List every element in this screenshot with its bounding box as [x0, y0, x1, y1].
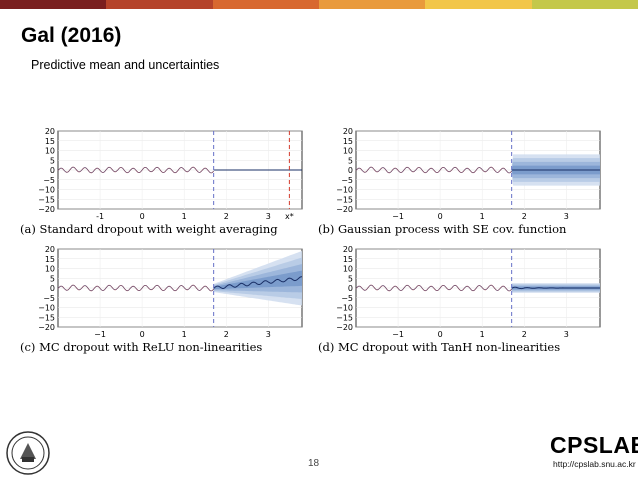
y-tick-label: 5	[50, 156, 55, 165]
y-tick-label: 0	[50, 166, 55, 175]
y-tick-label: 15	[343, 255, 353, 264]
x-tick-label: −1	[94, 330, 106, 339]
slide-title: Gal (2016)	[21, 24, 122, 47]
predictive-mean-line	[57, 284, 214, 292]
chart-panel-b: 20 15 10 5 0 −5 −10 −15 −20 −1 0 1 2 3 (b) Gaussian p…	[318, 126, 618, 244]
university-seal-logo	[6, 431, 50, 475]
chart-panel-d: 20 15 10 5 0 −5 −10 −15 −20 −1 0 1 2 3 (d) MC dropout…	[318, 244, 618, 362]
x-tick-label: 1	[480, 212, 485, 221]
y-tick-label: −10	[336, 304, 353, 313]
x-tick-label: 1	[182, 212, 187, 221]
y-tick-label: 10	[343, 147, 353, 156]
y-tick-label: 0	[348, 284, 353, 293]
y-tick-label: −20	[336, 323, 353, 332]
y-tick-label: 20	[45, 245, 55, 254]
top-bar-segment	[531, 0, 638, 9]
predictive-mean-line	[57, 166, 214, 174]
chart-panel-c: 20 15 10 5 0 −5 −10 −15 −20 −1 0 1 2 3 (c) MC dropout…	[20, 244, 320, 362]
uncertainty-band	[213, 270, 302, 290]
y-tick-label: 20	[343, 127, 353, 136]
y-tick-label: −15	[38, 313, 55, 322]
x-tick-label: 3	[564, 212, 569, 221]
y-tick-label: 0	[50, 284, 55, 293]
x-tick-label: 2	[522, 330, 527, 339]
top-bar-segment	[106, 0, 213, 9]
y-tick-label: −15	[336, 313, 353, 322]
x-tick-label: −1	[392, 212, 404, 221]
x-tick-label: 0	[438, 212, 443, 221]
y-tick-label: −20	[38, 323, 55, 332]
extrapolated-mean-line	[213, 276, 302, 289]
y-tick-label: 20	[45, 127, 55, 136]
cpslab-logo: CPSLAB	[550, 432, 638, 458]
slide-subtitle: Predictive mean and uncertainties	[31, 58, 220, 72]
x-tick-label: 0	[140, 212, 145, 221]
y-tick-label: −20	[38, 205, 55, 214]
top-bar-segment	[212, 0, 319, 9]
y-tick-label: −10	[336, 186, 353, 195]
y-tick-label: 15	[45, 255, 55, 264]
chart-panel-a: 20 15 10 5 0 −5 −10 −15 −20 -1 0 1 2 3 x* (a) Standard…	[20, 126, 320, 244]
x-tick-label: -1	[96, 212, 104, 221]
x-tick-label: 3	[266, 330, 271, 339]
y-tick-label: 10	[45, 265, 55, 274]
y-tick-label: 0	[348, 166, 353, 175]
y-tick-label: −10	[38, 304, 55, 313]
top-color-bar	[0, 0, 638, 9]
x-tick-label: 1	[480, 330, 485, 339]
x-tick-label: 1	[182, 330, 187, 339]
y-tick-label: 10	[45, 147, 55, 156]
x-tick-label: 2	[522, 212, 527, 221]
top-bar-segment	[0, 0, 107, 9]
y-tick-label: −5	[43, 294, 55, 303]
y-tick-label: −5	[43, 176, 55, 185]
x-tick-label: 3	[564, 330, 569, 339]
y-tick-label: 5	[348, 274, 353, 283]
x-tick-label: 3	[266, 212, 271, 221]
chart-b-caption: (b) Gaussian process with SE cov. functi…	[318, 222, 567, 236]
y-tick-label: −15	[38, 195, 55, 204]
x-tick-label: 2	[224, 330, 229, 339]
top-bar-segment	[425, 0, 532, 9]
x-tick-label: x*	[285, 212, 294, 221]
predictive-mean-line	[355, 284, 512, 292]
y-tick-label: −5	[341, 176, 353, 185]
y-tick-label: −10	[38, 186, 55, 195]
page-number: 18	[308, 458, 320, 469]
x-tick-label: 2	[224, 212, 229, 221]
extrapolated-mean-line	[511, 286, 600, 290]
y-tick-label: −20	[336, 205, 353, 214]
x-tick-label: 0	[140, 330, 145, 339]
y-tick-label: −5	[341, 294, 353, 303]
y-tick-label: 5	[348, 156, 353, 165]
x-tick-label: −1	[392, 330, 404, 339]
x-tick-label: 0	[438, 330, 443, 339]
chart-a-caption: (a) Standard dropout with weight averagi…	[20, 222, 278, 236]
predictive-mean-line	[355, 166, 512, 174]
y-tick-label: 10	[343, 265, 353, 274]
y-tick-label: 15	[45, 137, 55, 146]
y-tick-label: 20	[343, 245, 353, 254]
y-tick-label: −15	[336, 195, 353, 204]
chart-c-caption: (c) MC dropout with ReLU non-linearities	[20, 340, 263, 354]
cpslab-url: http://cpslab.snu.ac.kr	[553, 459, 636, 469]
top-bar-segment	[318, 0, 426, 9]
y-tick-label: 5	[50, 274, 55, 283]
y-tick-label: 15	[343, 137, 353, 146]
chart-d-caption: (d) MC dropout with TanH non-linearities	[318, 340, 561, 354]
